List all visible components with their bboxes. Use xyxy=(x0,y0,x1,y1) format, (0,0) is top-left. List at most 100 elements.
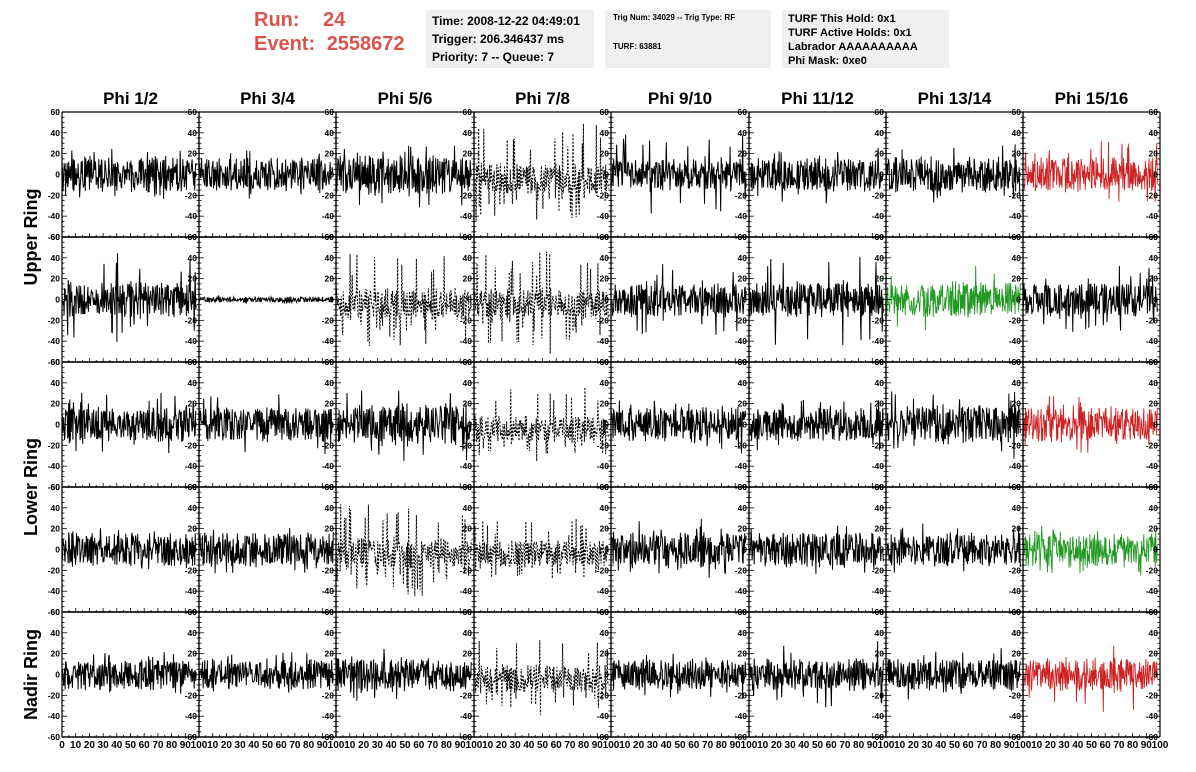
x-tick-label: 70 xyxy=(289,740,301,751)
waveform-trace xyxy=(1022,140,1158,202)
waveform-trace xyxy=(748,399,884,451)
time-info-box: Time: 2008-12-22 04:49:01 Trigger: 206.3… xyxy=(426,10,594,68)
row-group-label: Lower Ring xyxy=(21,438,41,536)
y-tick-label: 0 xyxy=(55,170,60,180)
y-tick-label: 40 xyxy=(1012,628,1022,638)
y-tick-label: -20 xyxy=(48,690,61,700)
y-tick-label: 0 xyxy=(1153,545,1158,555)
y-tick-label: 40 xyxy=(738,628,748,638)
x-tick-label: 50 xyxy=(674,740,686,751)
y-tick-label: 60 xyxy=(1012,107,1022,117)
y-tick-label: 20 xyxy=(463,524,473,534)
y-tick-label: 0 xyxy=(604,670,609,680)
y-tick-label: 0 xyxy=(742,420,747,430)
x-tick-label: 40 xyxy=(661,740,673,751)
y-tick-label: -20 xyxy=(1009,315,1022,325)
x-tick-label: 10 xyxy=(757,740,769,751)
turf-text: TURF: 63881 xyxy=(613,42,662,51)
x-tick-label: 70 xyxy=(839,740,851,751)
y-tick-label: 40 xyxy=(1012,253,1022,263)
x-tick-label: 40 xyxy=(523,740,535,751)
y-tick-label: 0 xyxy=(192,545,197,555)
y-tick-label: 60 xyxy=(600,107,610,117)
x-tick-label: 90 xyxy=(180,740,192,751)
x-tick-label: 20 xyxy=(84,740,96,751)
y-tick-label: 20 xyxy=(325,274,335,284)
y-tick-label: 40 xyxy=(1012,128,1022,138)
waveform-panel: 60 60 40 40 20 20 0 0 -20 -20 -40 -40 -60 -60 xyxy=(48,232,200,367)
y-tick-label: 0 xyxy=(329,295,334,305)
column-label: Phi 5/6 xyxy=(378,89,433,108)
y-tick-label: 20 xyxy=(1012,149,1022,159)
y-tick-label: -40 xyxy=(872,211,885,221)
y-tick-label: -20 xyxy=(460,190,473,200)
y-tick-label: 0 xyxy=(55,670,60,680)
y-tick-label: 0 xyxy=(1016,420,1021,430)
waveform-trace xyxy=(473,518,609,579)
x-tick-label: 90 xyxy=(730,740,742,751)
y-tick-label: -40 xyxy=(872,461,885,471)
run-row: Run: 24 xyxy=(254,8,405,32)
y-tick-label: -40 xyxy=(185,711,198,721)
waveform-trace xyxy=(61,528,197,570)
x-tick-label: 50 xyxy=(125,740,137,751)
y-tick-label: 40 xyxy=(325,503,335,513)
y-tick-label: 0 xyxy=(192,170,197,180)
waveform-trace xyxy=(335,145,472,208)
y-tick-label: 20 xyxy=(1149,524,1159,534)
y-tick-label: -40 xyxy=(735,711,748,721)
y-tick-label: 0 xyxy=(1153,420,1158,430)
column-label: Phi 9/10 xyxy=(648,89,712,108)
y-tick-label: -40 xyxy=(1146,711,1159,721)
y-tick-label: -40 xyxy=(735,211,748,221)
waveform-trace xyxy=(335,253,472,347)
y-tick-label: 40 xyxy=(875,128,885,138)
y-tick-label: 20 xyxy=(51,149,61,159)
y-tick-label: -20 xyxy=(48,565,61,575)
y-tick-label: 20 xyxy=(1149,274,1159,284)
y-tick-label: -40 xyxy=(322,586,335,596)
y-tick-label: 60 xyxy=(51,357,61,367)
y-tick-label: 40 xyxy=(325,378,335,388)
waveform-trace xyxy=(335,390,472,461)
waveform-trace xyxy=(1022,645,1158,712)
x-tick-label: 80 xyxy=(303,740,315,751)
y-tick-label: 0 xyxy=(467,670,472,680)
waveform-trace xyxy=(885,391,1021,459)
x-tick-label: 90 xyxy=(867,740,879,751)
y-tick-label: -20 xyxy=(460,690,473,700)
y-tick-label: 0 xyxy=(55,420,60,430)
x-tick-label: 80 xyxy=(166,740,178,751)
x-tick-label: 10 xyxy=(207,740,219,751)
y-tick-label: 40 xyxy=(1149,503,1159,513)
y-tick-label: -40 xyxy=(597,461,610,471)
waveform-trace xyxy=(1022,525,1158,576)
y-tick-label: -20 xyxy=(597,565,610,575)
waveform-trace xyxy=(885,144,1021,203)
y-tick-label: 40 xyxy=(1149,378,1159,388)
y-tick-label: -20 xyxy=(185,190,198,200)
y-tick-label: 40 xyxy=(51,503,61,513)
y-tick-label: 0 xyxy=(742,295,747,305)
waveform-trace xyxy=(335,648,472,701)
x-tick-label: 20 xyxy=(221,740,233,751)
x-tick-label: 100 xyxy=(1152,740,1169,751)
waveform-panel: 60 60 40 40 20 20 0 0 -20 -20 -40 -40 -60 -60 xyxy=(48,357,200,492)
y-tick-label: 40 xyxy=(188,128,198,138)
y-tick-label: 0 xyxy=(879,545,884,555)
y-tick-label: -40 xyxy=(1009,461,1022,471)
y-tick-label: -20 xyxy=(872,315,885,325)
x-tick-label: 10 xyxy=(894,740,906,751)
y-tick-label: -20 xyxy=(735,190,748,200)
